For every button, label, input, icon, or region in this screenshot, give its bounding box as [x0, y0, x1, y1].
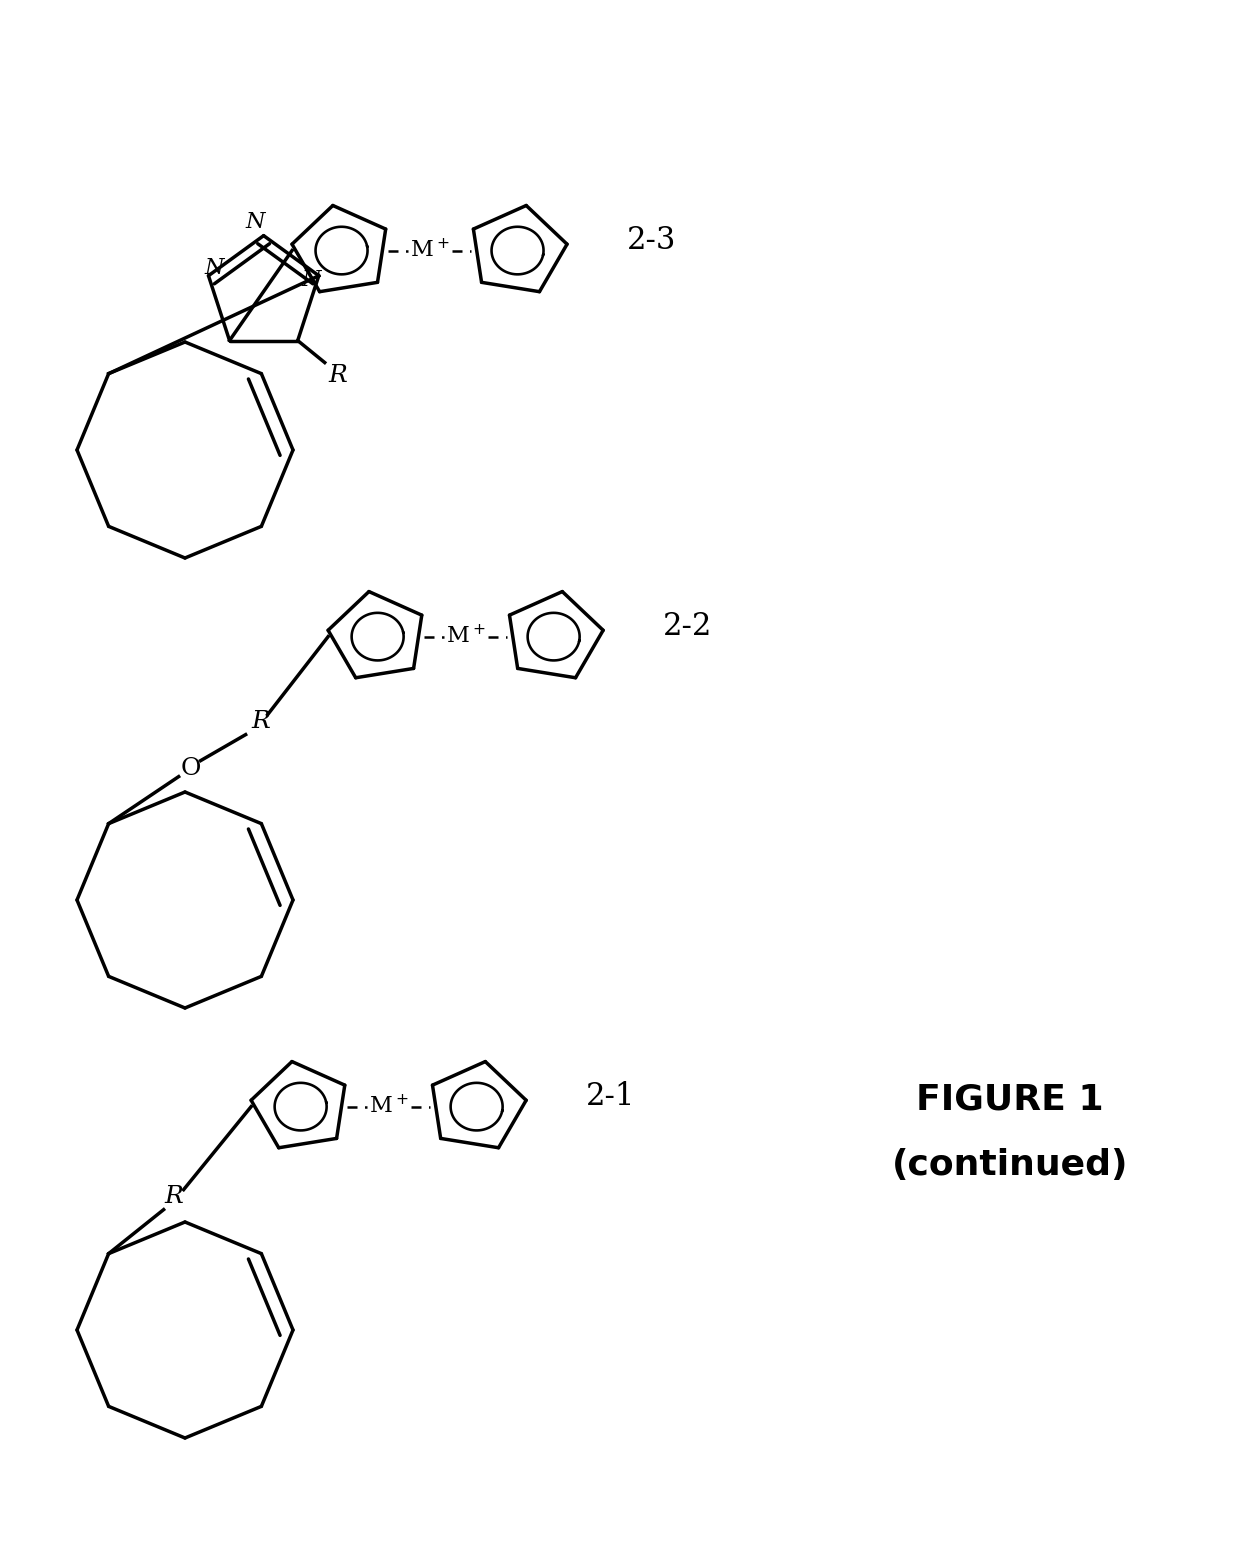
Text: R: R [164, 1185, 184, 1208]
Text: M$^+$: M$^+$ [370, 1094, 408, 1118]
Text: 2-1: 2-1 [587, 1080, 636, 1112]
Text: 2-2: 2-2 [663, 611, 713, 642]
Text: 2-3: 2-3 [627, 224, 677, 256]
Text: (continued): (continued) [892, 1147, 1128, 1182]
Text: N: N [301, 268, 321, 290]
Text: R: R [329, 365, 347, 387]
Text: M$^+$: M$^+$ [410, 239, 449, 262]
Text: M$^+$: M$^+$ [446, 625, 485, 649]
Text: R: R [252, 711, 270, 733]
Text: FIGURE 1: FIGURE 1 [916, 1084, 1104, 1116]
Text: O: O [181, 758, 201, 780]
Text: N: N [246, 210, 265, 232]
Text: N: N [205, 257, 224, 279]
